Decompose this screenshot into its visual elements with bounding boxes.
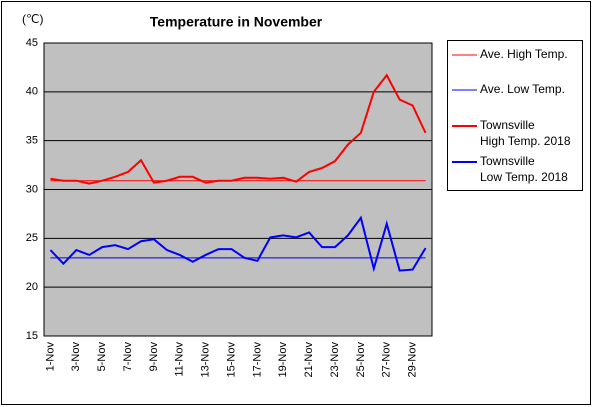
legend-box	[447, 40, 583, 191]
x-tick-label: 17-Nov	[251, 342, 263, 378]
y-tick-label: 45	[26, 37, 38, 49]
y-tick-label: 15	[26, 330, 38, 342]
x-tick-label: 3-Nov	[70, 342, 82, 372]
x-tick-label: 15-Nov	[225, 342, 237, 378]
legend-label: Townsville Low Temp. 2018	[480, 154, 568, 184]
x-tick-label: 11-Nov	[174, 342, 186, 377]
x-tick-label: 21-Nov	[303, 342, 315, 378]
y-tick-label: 30	[26, 183, 38, 195]
legend-label: Ave. Low Temp.	[480, 82, 565, 96]
x-tick-label: 29-Nov	[407, 342, 419, 378]
x-tick-label: 19-Nov	[277, 342, 289, 378]
y-tick-label: 35	[26, 135, 38, 147]
legend-label: Ave. High Temp.	[480, 47, 568, 61]
x-tick-label: 25-Nov	[355, 342, 367, 378]
legend-label: Townsville High Temp. 2018	[480, 118, 571, 148]
series-line	[49, 215, 427, 273]
y-tick-label: 25	[26, 232, 38, 244]
x-tick-label: 9-Nov	[148, 342, 160, 372]
x-tick-label: 7-Nov	[122, 342, 134, 372]
y-unit: (℃)	[22, 12, 43, 26]
x-tick-label: 13-Nov	[200, 342, 212, 378]
x-tick-label: 1-Nov	[44, 342, 56, 372]
x-tick-label: 23-Nov	[329, 342, 341, 378]
x-tick-label: 5-Nov	[96, 342, 108, 372]
series-line	[50, 73, 427, 185]
y-tick-label: 40	[26, 86, 38, 98]
chart-title: Temperature in November	[150, 14, 323, 30]
y-tick-label: 20	[26, 281, 38, 293]
x-tick-label: 27-Nov	[381, 342, 393, 378]
